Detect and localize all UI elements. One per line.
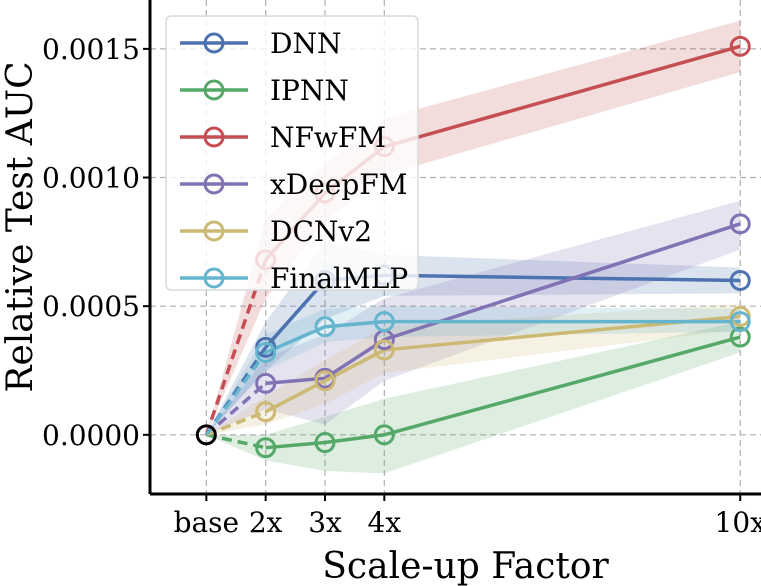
band-finalmlp [206, 306, 741, 435]
legend-marker-xdeepfm [203, 173, 225, 195]
line-ipnn [265, 335, 741, 450]
point-xdeepfm [729, 213, 751, 235]
point-finalmlp [255, 341, 277, 363]
point-dcnv2 [314, 370, 336, 392]
legend-marker-dnn [203, 32, 225, 54]
legend-label-dnn: DNN [270, 27, 341, 60]
point-finalmlp [314, 316, 336, 338]
legend-label-dcnv2: DCNv2 [270, 215, 372, 248]
legend: DNN IPNN NFwFM xDeepFM DCNv2 FinalMLP [165, 15, 419, 295]
legend-marker-dcnv2 [203, 220, 225, 242]
point-ipnn [373, 424, 395, 446]
line-finalmlp [264, 319, 741, 355]
line-finalmlp-dashed [204, 351, 268, 436]
legend-marker-finalmlp [203, 267, 225, 289]
y-tick-label: 0.0000 [42, 419, 140, 452]
y-tick-label: 0.0015 [42, 33, 140, 66]
point-dcnv2 [255, 401, 277, 423]
x-tick-label: base [174, 506, 240, 539]
legend-label-finalmlp: FinalMLP [270, 262, 408, 295]
point-dnn [729, 269, 751, 291]
band-dcnv2 [206, 303, 741, 435]
point-ipnn [314, 432, 336, 454]
legend-label-nfwfm: NFwFM [270, 121, 386, 154]
x-tick-label: 10x [715, 506, 761, 539]
point-finalmlp [373, 311, 395, 333]
point-dcnv2 [373, 339, 395, 361]
x-tick-label: 3x [308, 506, 342, 539]
legend-box [165, 15, 419, 291]
point-ipnn [255, 437, 277, 459]
axes [143, 0, 761, 501]
line-dcnv2-dashed [205, 410, 267, 437]
line-xdeepfm [265, 222, 741, 386]
legend-label-ipnn: IPNN [270, 74, 349, 107]
line-dcnv2 [264, 314, 741, 414]
point-finalmlp [729, 311, 751, 333]
x-tick-label: 4x [368, 506, 402, 539]
y-tick-label: 0.0005 [42, 290, 140, 323]
band-xdeepfm [206, 200, 741, 435]
tick-labels: base 2x 3x 4x 10x 0.0000 0.0005 0.0010 0.0015 [42, 33, 761, 539]
point-nfwfm [729, 35, 751, 57]
band-ipnn [206, 321, 741, 474]
point-xdeepfm [255, 372, 277, 394]
point-base [195, 424, 217, 446]
y-tick-label: 0.0010 [42, 162, 140, 195]
x-axis-label: Scale-up Factor [322, 546, 609, 586]
legend-label-xdeepfm: xDeepFM [270, 168, 407, 201]
y-axis-label: Relative Test AUC [0, 61, 41, 392]
x-tick-label: 2x [249, 506, 283, 539]
legend-marker-ipnn [203, 79, 225, 101]
point-ipnn [729, 326, 751, 348]
legend-marker-nfwfm [203, 126, 225, 148]
line-xdeepfm-dashed [205, 382, 267, 437]
